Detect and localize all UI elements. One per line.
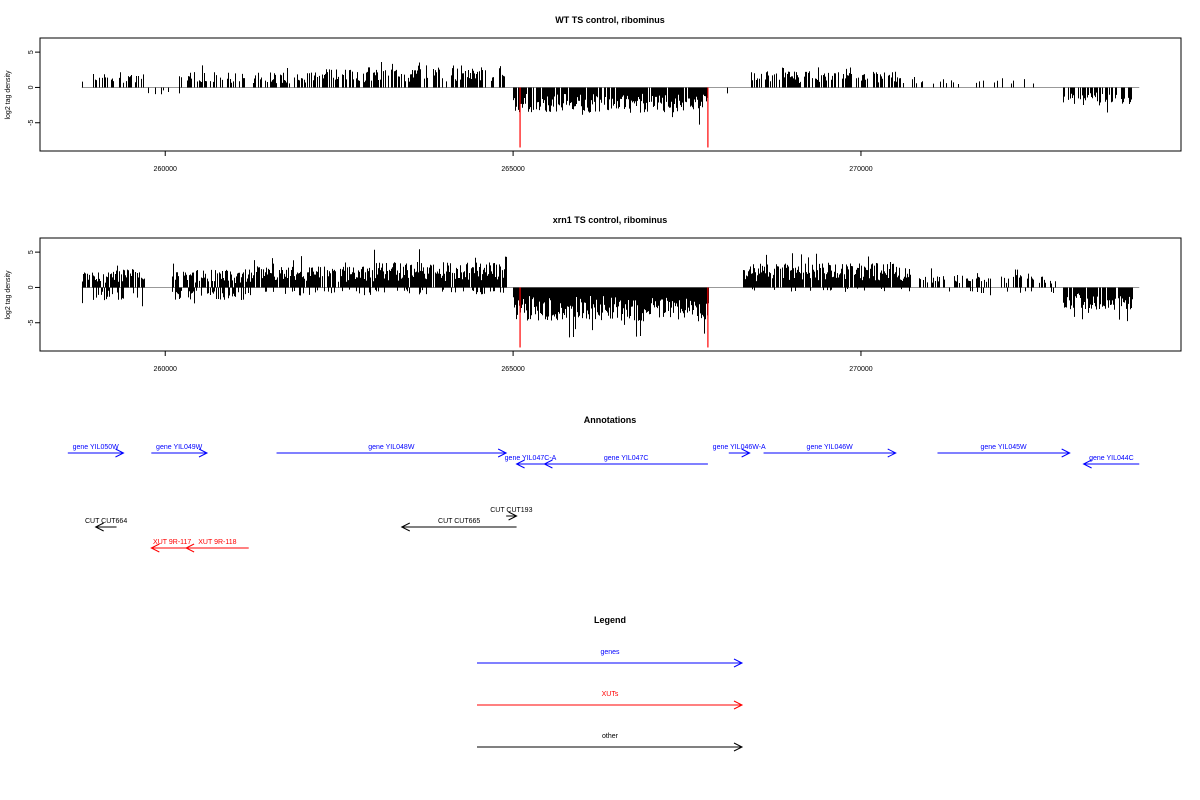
arrow-head [1061, 448, 1071, 458]
arrow-head [508, 511, 518, 521]
annotation-label: gene YIL045W [980, 444, 1027, 451]
annotation-label: gene YIL050W [73, 444, 120, 451]
arrow-head [515, 459, 525, 469]
annotations-title: Annotations [584, 415, 637, 425]
arrow-head [400, 522, 411, 532]
panel-wt-axes: -5 0 5 260000 265000 270000 [28, 50, 873, 173]
y-tick-label: 0 [28, 85, 35, 89]
annotation-other-arrow: CUT CUT193 [490, 507, 533, 521]
panel-xrn1-axes: -5 0 5 260000 265000 270000 [28, 250, 873, 373]
annotation-label: XUT 9R-118 [198, 539, 236, 546]
annotation-gene-arrow: gene YIL046W-A [713, 444, 766, 458]
panel-wt-bars [81, 62, 1140, 148]
annotation-gene-arrow: gene YIL045W [937, 444, 1071, 458]
x-tick-label: 270000 [849, 366, 872, 373]
y-tick-label: -5 [28, 120, 35, 126]
arrow-head [94, 522, 104, 532]
panel-wt-title: WT TS control, ribominus [555, 15, 665, 25]
arrow-head [887, 448, 897, 458]
panel-xrn1: xrn1 TS control, ribominus log2 tag dens… [5, 215, 1182, 373]
annotation-gene-arrow: gene YIL044C [1082, 455, 1140, 469]
legend-entries: genes XUTs other [477, 649, 744, 752]
annotation-label: gene YIL049W [156, 444, 203, 451]
arrow-head [733, 742, 744, 752]
annotation-gene-arrow: gene YIL047C [543, 455, 708, 469]
annotation-label: CUT CUT193 [490, 507, 532, 514]
arrow-head [543, 459, 553, 469]
panel-xrn1-bars [81, 249, 1140, 348]
annotation-other-arrow: CUT CUT665 [400, 518, 517, 532]
arrow-head [497, 448, 508, 458]
annotation-xut-arrow: XUT 9R-117 [150, 539, 194, 553]
annotation-label: CUT CUT664 [85, 518, 127, 525]
annotation-gene-arrow: gene YIL047C-A [505, 455, 557, 469]
y-tick-label: 0 [28, 285, 35, 289]
annotation-label: gene YIL047C-A [505, 455, 557, 462]
annotation-label: gene YIL046W-A [713, 444, 766, 451]
panel-xrn1-title: xrn1 TS control, ribominus [553, 215, 668, 225]
legend-entry-genes: genes [477, 649, 744, 668]
annotation-label: gene YIL044C [1089, 455, 1134, 462]
annotation-tracks: gene YIL050W gene YIL049W gene YIL048W gene… [67, 444, 1140, 553]
arrow-head [150, 543, 160, 553]
arrow-head [184, 543, 195, 553]
annotation-other-arrow: CUT CUT664 [85, 518, 127, 532]
x-tick-label: 265000 [501, 166, 524, 173]
legend-label: other [602, 733, 619, 740]
annotation-label: XUT 9R-117 [153, 539, 191, 546]
annotation-label: gene YIL048W [368, 444, 415, 451]
legend-entry-xuts: XUTs [477, 691, 744, 710]
arrow-head [733, 658, 744, 668]
arrow-head [1082, 459, 1092, 469]
arrow-head [733, 700, 744, 710]
x-tick-label: 260000 [154, 366, 177, 373]
arrow-head [115, 448, 125, 458]
annotation-gene-arrow: gene YIL050W [67, 444, 125, 458]
x-tick-label: 260000 [154, 166, 177, 173]
legend-entry-other: other [477, 733, 744, 752]
annotation-label: gene YIL047C [604, 455, 649, 462]
panel-wt-frame [39, 37, 1182, 152]
annotation-gene-arrow: gene YIL048W [276, 444, 508, 458]
y-tick-label: 5 [28, 50, 35, 54]
legend-title: Legend [594, 615, 626, 625]
x-tick-label: 265000 [501, 366, 524, 373]
annotation-gene-arrow: gene YIL049W [151, 444, 209, 458]
y-tick-label: -5 [28, 320, 35, 326]
legend-section: Legend genes XUTs other [477, 615, 744, 752]
annotations-section: Annotations gene YIL050W gene YIL049W gene… [67, 415, 1140, 553]
panel-xrn1-ylabel: log2 tag density [5, 270, 12, 320]
panel-xrn1-frame [39, 237, 1182, 352]
y-tick-label: 5 [28, 250, 35, 254]
annotation-label: CUT CUT665 [438, 518, 480, 525]
annotation-xut-arrow: XUT 9R-118 [184, 539, 249, 553]
arrow-head [198, 448, 209, 458]
panel-wt: WT TS control, ribominus log2 tag densit… [5, 15, 1182, 173]
arrow-head [741, 448, 751, 458]
panel-wt-ylabel: log2 tag density [5, 70, 12, 120]
annotation-gene-arrow: gene YIL046W [763, 444, 897, 458]
legend-label: genes [600, 649, 620, 656]
legend-label: XUTs [602, 691, 619, 698]
annotation-label: gene YIL046W [807, 444, 854, 451]
x-tick-label: 270000 [849, 166, 872, 173]
